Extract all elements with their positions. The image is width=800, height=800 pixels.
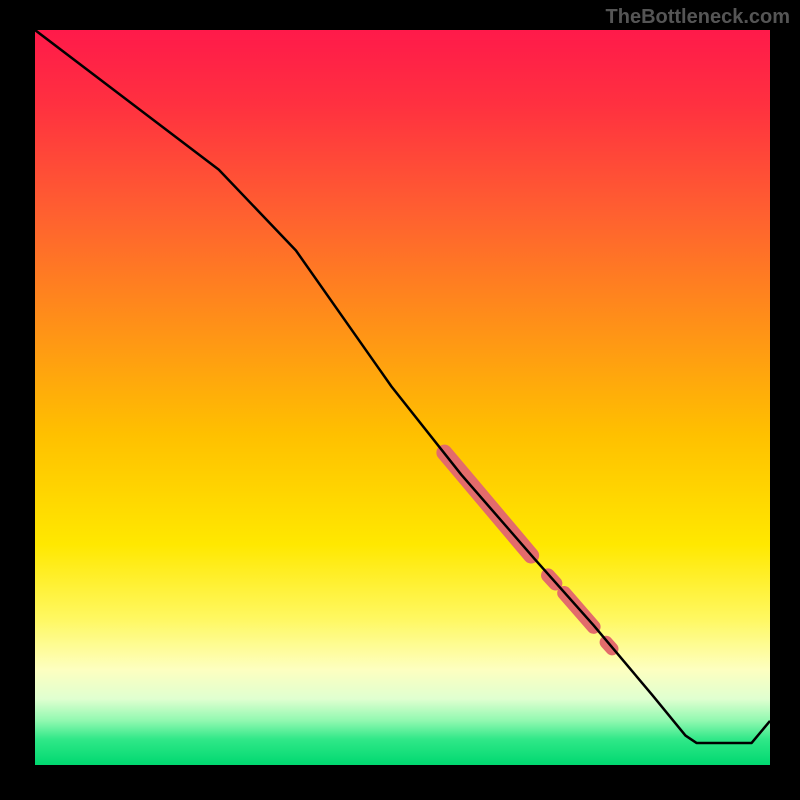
plot-area — [35, 30, 770, 765]
curve-line — [35, 30, 770, 743]
watermark-label: TheBottleneck.com — [606, 6, 790, 29]
chart-overlay — [35, 30, 770, 765]
chart-container: TheBottleneck.com — [0, 0, 800, 800]
